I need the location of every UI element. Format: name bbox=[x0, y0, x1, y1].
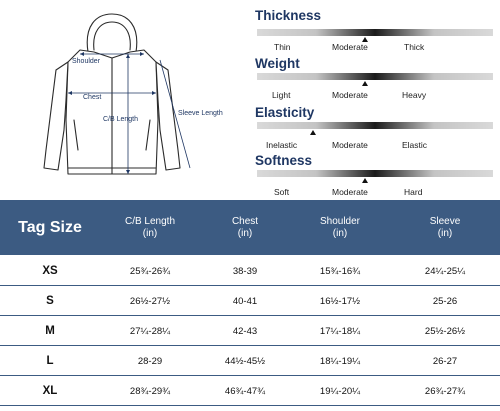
shoulder-cell: 15¾-16¾ bbox=[319, 265, 361, 277]
table-row-m: M 27¼-28¼ 42-43 17¼-18¼ 25½-26½ bbox=[0, 316, 500, 346]
elasticity-title: Elasticity bbox=[255, 105, 315, 120]
softness-left-label: Soft bbox=[274, 187, 290, 197]
chest-header: Chest (in) bbox=[200, 200, 290, 255]
cb-length-cell: 27¼-28¼ bbox=[129, 325, 171, 337]
sleeve-header-label: Sleeve bbox=[429, 215, 461, 227]
table-row-l: L 28-29 44½-45½ 18¼-19¼ 26-27 bbox=[0, 346, 500, 376]
chest-header-label: Chest bbox=[231, 215, 259, 227]
softness-right-label: Hard bbox=[404, 187, 423, 197]
elasticity-bar bbox=[257, 122, 493, 129]
size-cell: M bbox=[45, 325, 55, 337]
weight-scale: Weight Light Moderate Heavy bbox=[252, 56, 498, 101]
elasticity-middle-label: Moderate bbox=[332, 140, 368, 150]
sleeve-header-unit: (in) bbox=[437, 227, 453, 239]
cb-length-header-unit: (in) bbox=[142, 227, 158, 239]
softness-marker-icon bbox=[362, 178, 368, 183]
chest-cell: 38-39 bbox=[232, 265, 258, 277]
shoulder-cell: 19¼-20¼ bbox=[319, 385, 361, 397]
sleeve-cell: 24¼-25¼ bbox=[424, 265, 466, 277]
sleeve-cell: 26-27 bbox=[432, 355, 458, 367]
elasticity-marker-icon bbox=[310, 130, 316, 135]
cb-length-cell: 28¾-29¾ bbox=[129, 385, 171, 397]
thickness-scale: Thickness Thin Moderate Thick bbox=[252, 8, 498, 53]
weight-title: Weight bbox=[255, 56, 300, 71]
sleeve-length-label: Sleeve Length bbox=[178, 110, 223, 117]
softness-middle-label: Moderate bbox=[332, 187, 368, 197]
table-row-s: S 26½-27½ 40-41 16½-17½ 25-26 bbox=[0, 286, 500, 316]
thickness-bar bbox=[257, 29, 493, 36]
weight-bar bbox=[257, 73, 493, 80]
size-cell: S bbox=[46, 295, 54, 307]
sleeve-cell: 25½-26½ bbox=[424, 325, 466, 337]
softness-bar bbox=[257, 170, 493, 177]
cb-length-header: C/B Length (in) bbox=[100, 200, 200, 255]
size-chart-table: Tag Size C/B Length (in) Chest (in) Shou… bbox=[0, 200, 500, 411]
thickness-right-label: Thick bbox=[404, 42, 425, 52]
shoulder-cell: 17¼-18¼ bbox=[319, 325, 361, 337]
chest-cell: 44½-45½ bbox=[224, 355, 266, 367]
chest-cell: 46¾-47¾ bbox=[224, 385, 266, 397]
sleeve-header: Sleeve (in) bbox=[390, 200, 500, 255]
thickness-title: Thickness bbox=[255, 8, 322, 23]
jacket-measurement-diagram: Shoulder Chest C/B Length Sleeve Length bbox=[0, 0, 250, 200]
chest-cell: 40-41 bbox=[232, 295, 258, 307]
hood-outline bbox=[86, 13, 138, 53]
cb-length-header-label: C/B Length bbox=[124, 215, 176, 227]
cb-length-cell: 28-29 bbox=[137, 355, 163, 367]
elasticity-left-label: Inelastic bbox=[266, 140, 298, 150]
chest-label: Chest bbox=[83, 94, 102, 101]
elasticity-scale: Elasticity Inelastic Moderate Elastic bbox=[252, 105, 498, 150]
chest-cell: 42-43 bbox=[232, 325, 258, 337]
sleeve-cell: 26¾-27¾ bbox=[424, 385, 466, 397]
weight-right-label: Heavy bbox=[402, 90, 427, 100]
table-row-xs: XS 25¾-26¾ 38-39 15¾-16¾ 24¼-25¼ bbox=[0, 256, 500, 286]
shoulder-cell: 16½-17½ bbox=[319, 295, 361, 307]
shoulder-header-label: Shoulder bbox=[319, 215, 361, 227]
size-cell: L bbox=[46, 355, 54, 367]
right-sleeve-outline bbox=[155, 61, 181, 171]
softness-scale: Softness Soft Moderate Hard bbox=[252, 153, 498, 198]
size-cell: XS bbox=[42, 265, 58, 277]
size-cell: XL bbox=[42, 385, 58, 397]
shoulder-cell: 18¼-19¼ bbox=[319, 355, 361, 367]
sleeve-length-measure-line bbox=[159, 59, 191, 169]
table-row-xl: XL 28¾-29¾ 46¾-47¾ 19¼-20¼ 26¾-27¾ bbox=[0, 376, 500, 406]
tag-size-header: Tag Size bbox=[18, 218, 82, 236]
weight-left-label: Light bbox=[272, 90, 291, 100]
sleeve-cell: 25-26 bbox=[432, 295, 458, 307]
weight-marker-icon bbox=[362, 81, 368, 86]
shoulder-header-unit: (in) bbox=[332, 227, 348, 239]
weight-middle-label: Moderate bbox=[332, 90, 368, 100]
shoulder-label: Shoulder bbox=[72, 58, 101, 65]
left-sleeve-outline bbox=[43, 61, 69, 171]
cb-length-label: C/B Length bbox=[103, 116, 139, 123]
thickness-left-label: Thin bbox=[274, 42, 291, 52]
table-header: Tag Size C/B Length (in) Chest (in) Shou… bbox=[0, 200, 500, 255]
cb-length-cell: 26½-27½ bbox=[129, 295, 171, 307]
thickness-marker-icon bbox=[362, 37, 368, 42]
thickness-middle-label: Moderate bbox=[332, 42, 368, 52]
softness-title: Softness bbox=[255, 153, 313, 168]
chest-header-unit: (in) bbox=[237, 227, 253, 239]
jacket-illustration bbox=[43, 13, 191, 175]
shoulder-header: Shoulder (in) bbox=[290, 200, 390, 255]
elasticity-right-label: Elastic bbox=[402, 140, 428, 150]
cb-length-cell: 25¾-26¾ bbox=[129, 265, 171, 277]
